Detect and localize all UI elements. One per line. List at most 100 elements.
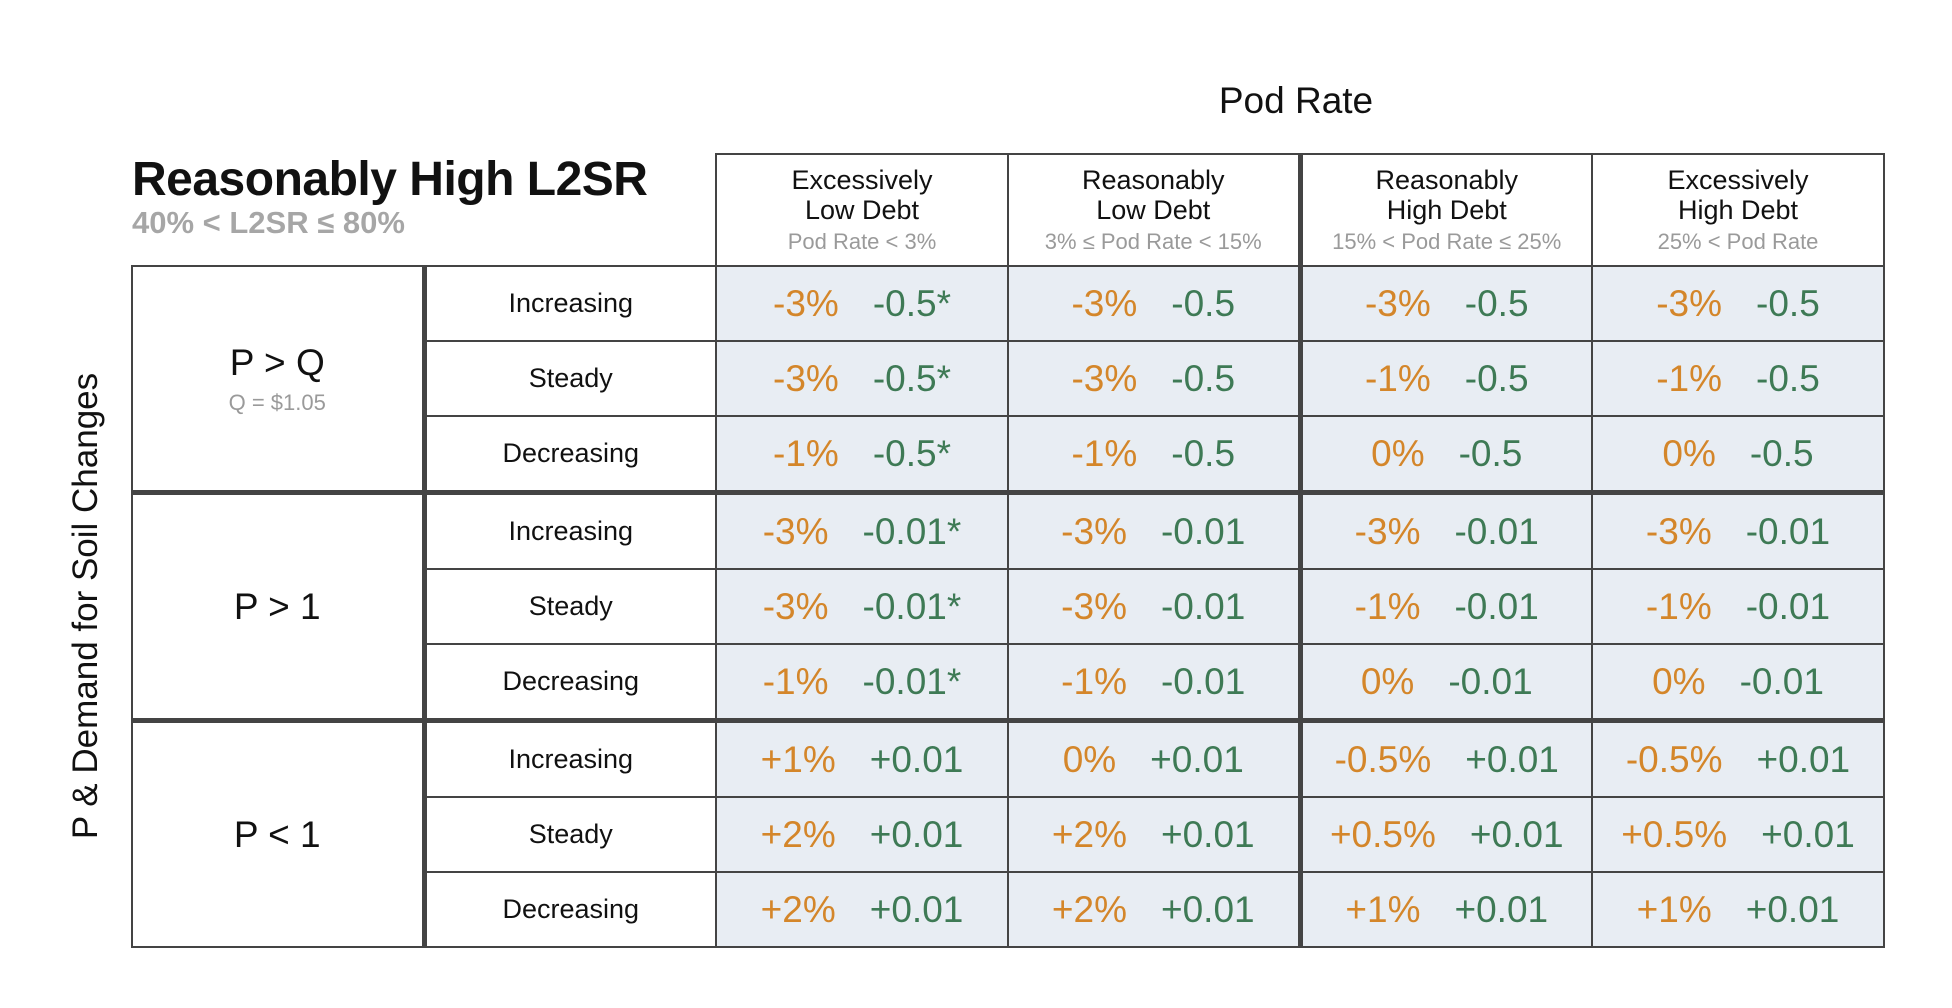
rate-change-value: -1%	[773, 432, 839, 474]
value-cell: -1% -0.01	[1591, 568, 1885, 645]
group-name: P > Q	[229, 341, 325, 383]
trend-label: Increasing	[421, 718, 717, 798]
column-name-line2: Low Debt	[804, 195, 920, 225]
column-name-line2: Low Debt	[1096, 195, 1211, 225]
table-corner: Reasonably High L2SR 40% < L2SR ≤ 80%	[132, 154, 716, 266]
rate-change-value: -1%	[1645, 585, 1712, 627]
column-name-line2: High Debt	[1386, 195, 1507, 225]
trend-label: Decreasing	[421, 871, 717, 948]
adjustment-value: +0.01	[869, 738, 964, 780]
column-range: 3% ≤ Pod Rate < 15%	[1044, 229, 1262, 254]
adjustment-value: -0.5*	[872, 357, 951, 399]
rate-change-value: +0.5%	[1621, 813, 1728, 855]
value-cell: -3% -0.01	[1007, 568, 1301, 645]
value-cell: -3% -0.01*	[715, 568, 1009, 645]
rate-change-value: -0.5%	[1625, 738, 1723, 780]
rate-change-value: +1%	[1636, 888, 1712, 930]
value-cell: -3% -0.5	[1591, 265, 1885, 342]
rate-change-value: -0.5%	[1334, 738, 1432, 780]
adjustment-value: -0.01	[1745, 585, 1831, 627]
value-cell: +1% +0.01	[1297, 871, 1593, 948]
trend-label: Increasing	[421, 265, 717, 342]
column-range: 15% < Pod Rate ≤ 25%	[1332, 229, 1562, 254]
adjustment-value: -0.5	[1171, 282, 1236, 324]
rate-change-value: -3%	[773, 282, 839, 324]
rate-change-value: -1%	[762, 660, 829, 702]
rate-change-value: -3%	[1364, 282, 1431, 324]
value-cell: +2% +0.01	[1007, 871, 1301, 948]
group-cell: P > 1	[131, 490, 425, 722]
adjustment-value: -0.5	[1458, 432, 1523, 474]
table-row: Decreasing -1% -0.5* -1% -0.5 0% -0.5 0% -0.5	[132, 415, 1885, 494]
rate-change-value: +1%	[760, 738, 836, 780]
value-cell: -3% -0.5	[1297, 265, 1593, 342]
value-cell: 0% -0.01	[1591, 643, 1885, 722]
value-cell: +0.5% +0.01	[1297, 796, 1593, 873]
rate-change-value: -3%	[1656, 282, 1723, 324]
rate-change-value: 0%	[1371, 432, 1425, 474]
value-cell: -1% -0.5	[1591, 340, 1885, 417]
adjustment-value: -0.01*	[862, 585, 962, 627]
table-row: Steady -3% -0.01* -3% -0.01 -1% -0.01 -1% -0.01	[132, 568, 1885, 645]
rate-change-value: -3%	[1061, 510, 1127, 552]
value-cell: 0% +0.01	[1007, 718, 1301, 798]
rate-change-value: -1%	[1656, 357, 1723, 399]
l2sr-range: 40% < L2SR ≤ 80%	[132, 205, 405, 240]
value-cell: +0.5% +0.01	[1591, 796, 1885, 873]
rate-change-value: 0%	[1360, 660, 1415, 702]
column-name-line1: Excessively	[791, 165, 933, 195]
rate-change-value: -1%	[1061, 660, 1127, 702]
value-cell: -1% -0.5*	[715, 415, 1009, 494]
adjustment-value: +0.01	[1160, 888, 1255, 930]
rate-change-value: 0%	[1062, 738, 1117, 780]
adjustment-value: -0.01	[1160, 510, 1246, 552]
value-cell: +1% +0.01	[715, 718, 1009, 798]
adjustment-value: -0.5	[1756, 357, 1820, 399]
adjustment-value: +0.01	[1150, 738, 1244, 780]
column-header: Excessively High Debt 25% < Pod Rate	[1591, 153, 1885, 267]
y-axis-label: P & Demand for Soil Changes	[66, 372, 105, 840]
value-cell: -1% -0.5	[1297, 340, 1593, 417]
value-cell: -3% -0.5*	[715, 265, 1009, 342]
adjustment-value: -0.5	[1464, 282, 1529, 324]
adjustment-value: -0.01	[1454, 585, 1539, 627]
value-cell: -3% -0.01*	[715, 490, 1009, 570]
group-name: P < 1	[233, 813, 321, 855]
group-note: Q = $1.05	[228, 389, 326, 415]
rate-change-value: -3%	[1061, 585, 1127, 627]
adjustment-value: -0.01	[1739, 660, 1824, 702]
column-header: Reasonably High Debt 15% < Pod Rate ≤ 25…	[1297, 153, 1593, 267]
value-cell: -0.5% +0.01	[1591, 718, 1885, 798]
rate-change-value: 0%	[1652, 660, 1706, 702]
rate-change-value: -3%	[1354, 510, 1421, 552]
value-cell: -3% -0.01	[1591, 490, 1885, 570]
column-header: Excessively Low Debt Pod Rate < 3%	[715, 153, 1009, 267]
adjustment-value: -0.5	[1171, 432, 1236, 474]
column-range: 25% < Pod Rate	[1657, 229, 1819, 254]
adjustment-value: +0.01	[1454, 888, 1549, 930]
group-cell: P < 1	[131, 718, 425, 948]
adjustment-value: -0.01	[1454, 510, 1539, 552]
rate-change-value: 0%	[1662, 432, 1716, 474]
adjustment-value: -0.5	[1171, 357, 1236, 399]
adjustment-value: -0.5	[1464, 357, 1529, 399]
trend-label: Decreasing	[421, 643, 717, 722]
trend-label: Steady	[421, 796, 717, 873]
value-cell: -1% -0.01*	[715, 643, 1009, 722]
value-cell: -3% -0.01	[1297, 490, 1593, 570]
trend-label: Steady	[421, 340, 717, 417]
adjustment-value: -0.01*	[862, 660, 962, 702]
l2sr-title: Reasonably High L2SR	[132, 153, 648, 206]
adjustment-value: -0.01*	[862, 510, 962, 552]
adjustment-value: -0.5*	[872, 282, 951, 324]
table-row: P > 1 Increasing -3% -0.01* -3% -0.01 -3% -0.01…	[131, 490, 1885, 722]
value-cell: 0% -0.01	[1297, 643, 1593, 722]
value-cell: -0.5% +0.01	[1297, 718, 1593, 798]
value-cell: 0% -0.5	[1591, 415, 1885, 494]
rate-change-value: -1%	[1354, 585, 1421, 627]
trend-label: Increasing	[421, 490, 717, 570]
table-row: P < 1 Increasing +1% +0.01 0% +0.01 -0.5% +0.01…	[131, 718, 1885, 948]
pod-rate-title: Pod Rate	[1218, 80, 1374, 121]
rate-change-value: +2%	[760, 888, 836, 930]
